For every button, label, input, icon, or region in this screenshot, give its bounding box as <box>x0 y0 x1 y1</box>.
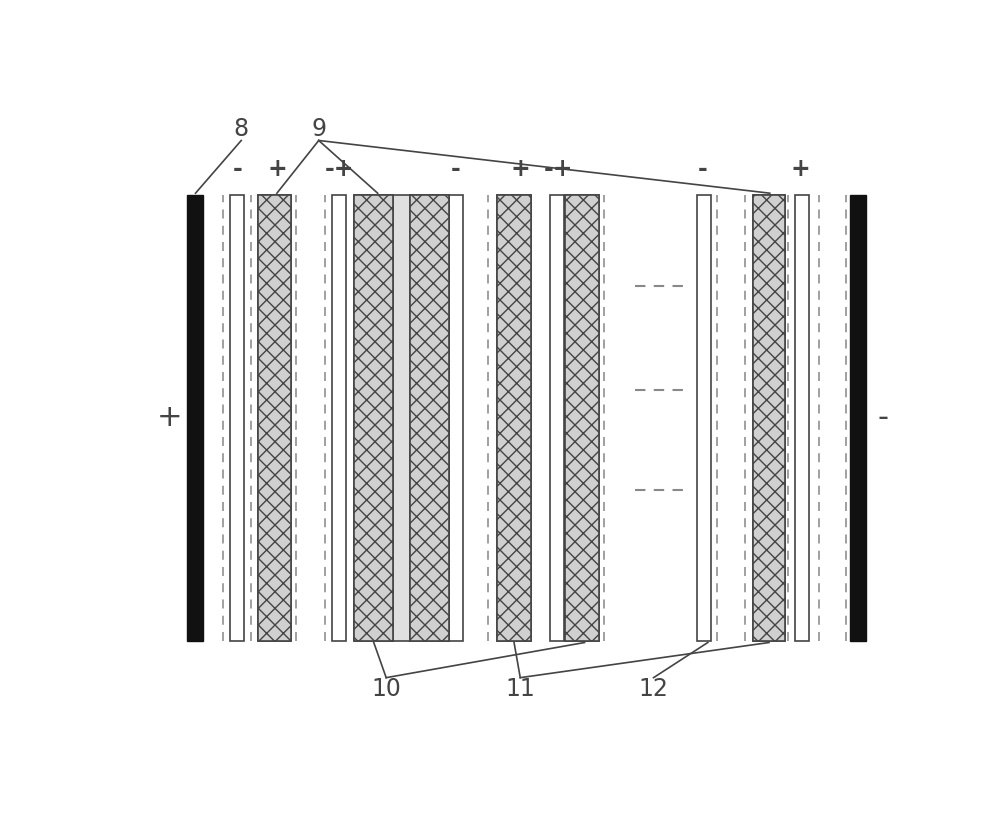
Bar <box>332 195 346 641</box>
Bar <box>449 195 463 641</box>
Bar <box>850 195 866 641</box>
Text: -+: -+ <box>543 157 573 181</box>
Text: 11: 11 <box>505 677 535 701</box>
Text: 9: 9 <box>311 117 326 141</box>
Bar <box>258 195 291 641</box>
Bar <box>550 195 564 641</box>
Text: -: - <box>232 157 242 181</box>
Bar <box>393 195 410 641</box>
Bar <box>354 195 393 641</box>
Text: 12: 12 <box>639 677 668 701</box>
Text: 10: 10 <box>371 677 401 701</box>
Bar <box>795 195 809 641</box>
Bar <box>354 195 393 641</box>
Bar <box>497 195 531 641</box>
Text: -: - <box>877 403 888 432</box>
Bar <box>410 195 449 641</box>
Bar <box>565 195 599 641</box>
Bar <box>497 195 531 641</box>
Bar <box>565 195 599 641</box>
Text: +: + <box>510 157 530 181</box>
Bar <box>258 195 291 641</box>
Bar <box>410 195 449 641</box>
Bar <box>753 195 785 641</box>
Text: +: + <box>157 403 183 432</box>
Bar <box>187 195 203 641</box>
Text: -: - <box>451 157 461 181</box>
Text: +: + <box>267 157 287 181</box>
Bar <box>753 195 785 641</box>
Bar <box>697 195 711 641</box>
Text: -: - <box>698 157 707 181</box>
Text: 8: 8 <box>234 117 249 141</box>
Bar <box>230 195 244 641</box>
Text: +: + <box>791 157 811 181</box>
Text: -+: -+ <box>325 157 354 181</box>
